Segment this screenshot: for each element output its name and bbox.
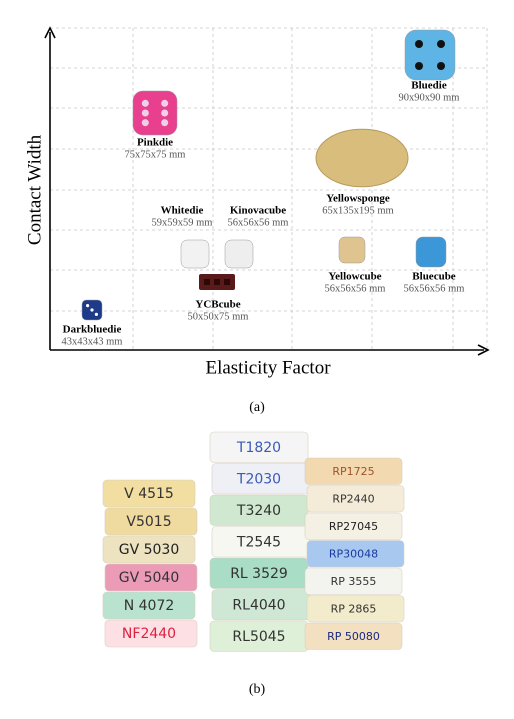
- object-name: Yellowcube: [328, 271, 381, 283]
- pip: [141, 109, 149, 117]
- block: [404, 29, 456, 81]
- pip: [415, 62, 423, 70]
- foam-label: RP30048: [329, 547, 378, 560]
- object-name: Darkbluedie: [63, 324, 122, 336]
- foam-label: RP2440: [332, 492, 374, 505]
- foam-label: RP 50080: [327, 630, 380, 643]
- foam-block: [104, 563, 198, 592]
- object-size: 59x59x59 mm: [152, 217, 213, 228]
- foam-label: RP 3555: [331, 575, 377, 588]
- foam-block: [102, 591, 196, 620]
- block: [224, 239, 254, 269]
- block: [415, 236, 447, 268]
- foam-label: V5015: [126, 514, 171, 530]
- x-axis-label: Elasticity Factor: [205, 357, 331, 378]
- pip: [94, 312, 98, 316]
- y-axis-label: Contact Width: [24, 134, 45, 245]
- foam-label: T3240: [236, 503, 281, 519]
- hole: [204, 279, 210, 285]
- object-name: Pinkdie: [137, 137, 173, 149]
- axes: [44, 26, 490, 356]
- foam-block: [104, 507, 198, 536]
- foam-label: NF2440: [122, 626, 176, 642]
- object-size: 75x75x75 mm: [125, 149, 186, 160]
- hole: [214, 279, 220, 285]
- foam-stacks: V 4515 V5015 GV 5030 GV 5040 N 4072 NF2440 T18…: [102, 431, 405, 652]
- caption: (b): [249, 682, 266, 697]
- object-name: Bluedie: [411, 80, 447, 92]
- object-name: Whitedie: [161, 205, 204, 217]
- foam-block: [304, 457, 403, 485]
- object-size: 90x90x90 mm: [399, 92, 460, 103]
- foam-label: RL 3529: [230, 566, 288, 582]
- object-size: 56x56x56 mm: [325, 283, 386, 294]
- foam-label: RP 2865: [331, 602, 377, 615]
- foam-label: T2545: [236, 534, 281, 550]
- foam-label: T2030: [236, 471, 281, 487]
- foam-block: [102, 479, 196, 508]
- object-name: Yellowsponge: [326, 193, 390, 205]
- object-size: 43x43x43 mm: [62, 336, 123, 347]
- foam-block: [306, 485, 405, 513]
- pip: [437, 62, 445, 70]
- object-name: Kinovacube: [230, 205, 286, 217]
- foam-label: GV 5030: [119, 542, 180, 558]
- pip: [141, 119, 149, 127]
- foam-label: RP27045: [329, 520, 378, 533]
- pip: [161, 109, 169, 117]
- pip: [415, 40, 423, 48]
- foam-block: [102, 535, 196, 564]
- hole: [224, 279, 230, 285]
- foam-block: [304, 512, 403, 540]
- pip: [141, 99, 149, 107]
- object-size: 56x56x56 mm: [228, 217, 289, 228]
- block: [338, 236, 366, 264]
- foam-block: [104, 619, 198, 648]
- object-size: 56x56x56 mm: [404, 283, 465, 294]
- foam-block: [306, 595, 405, 623]
- foam-block: [304, 567, 403, 595]
- pip: [161, 119, 169, 127]
- foam-label: N 4072: [124, 598, 175, 614]
- foam-block: [209, 431, 309, 463]
- grid: [50, 27, 488, 350]
- object-name: YCBcube: [195, 299, 240, 311]
- pip: [437, 40, 445, 48]
- foam-label: RL4040: [232, 597, 285, 613]
- foam-label: V 4515: [124, 486, 174, 502]
- object-size: 50x50x75 mm: [188, 311, 249, 322]
- foam-block: [304, 622, 403, 650]
- block: [132, 90, 178, 136]
- foam-label: GV 5040: [119, 570, 180, 586]
- foam-label: T1820: [236, 440, 281, 456]
- foam-block: [306, 540, 405, 568]
- object-size: 65x135x195 mm: [322, 205, 393, 216]
- foam-label: RP1725: [332, 465, 374, 478]
- caption: (a): [249, 400, 265, 415]
- pip: [161, 99, 169, 107]
- foam-label: RL5045: [232, 629, 285, 645]
- block: [180, 239, 210, 269]
- sponge: [315, 128, 409, 188]
- pip: [90, 308, 94, 312]
- object-name: Bluecube: [412, 271, 456, 283]
- pip: [86, 304, 90, 308]
